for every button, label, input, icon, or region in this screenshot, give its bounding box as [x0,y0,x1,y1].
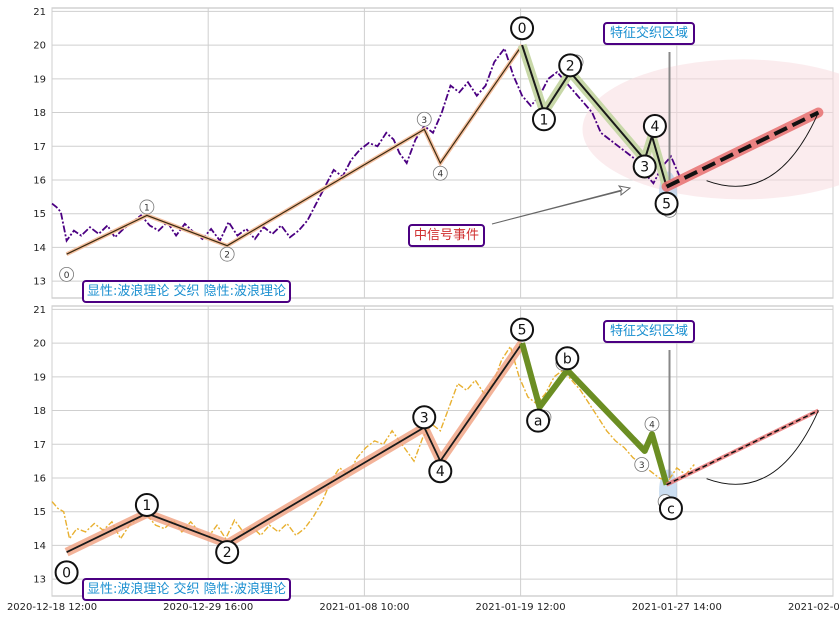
wave-label-small [416,111,432,127]
forecast-line [665,110,820,189]
wave-label-circle [555,346,580,371]
x-tick-label: 2021-01-08 10:00 [319,602,409,613]
wave-label-circle [531,107,556,132]
feature-zone-label-top: 特征交织区域 [603,22,696,45]
wave-label-circle-text: a [534,414,543,430]
y-tick-label: 17 [33,142,46,153]
wave-label-circle-text: 3 [640,159,649,175]
wave-label-circle [558,53,583,78]
y-tick-label: 18 [33,108,46,119]
x-tick-label: 2021-02-05 12:00 [788,602,839,613]
x-tick-label: 2021-01-27 14:00 [632,602,722,613]
y-tick-label: 14 [33,541,46,552]
wave-label-circle [134,492,159,517]
event-label: 中信号事件 [408,224,486,247]
wave-line [519,342,670,486]
wave-label-small-text: 4 [437,170,443,180]
feature-zone-label-bottom: 特征交织区域 [603,320,696,343]
y-tick-label: 13 [33,575,46,586]
event-arrow [491,185,632,225]
y-tick-label: 20 [33,41,46,52]
wave-label-small [432,165,448,181]
wave-label-circle [510,16,535,41]
y-tick-label: 16 [33,473,46,484]
wave-label-circle [215,540,240,565]
wave-label-small [139,199,155,215]
wave-label-circle [54,560,79,585]
wave-label-small-text: 0 [64,271,70,281]
wave-label-circle-text: 5 [518,323,527,339]
wave-label-small [219,246,235,262]
y-tick-label: 18 [33,406,46,417]
x-tick-label: 2020-12-29 16:00 [163,602,253,613]
price-line [51,344,695,541]
y-tick-label: 16 [33,175,46,186]
wave-line [66,342,523,554]
wave-label-small [59,266,74,282]
wave-label-circle [412,405,437,430]
wave-label-circle-text: 4 [436,464,445,480]
y-tick-label: 14 [33,243,46,254]
forecast-curve [706,410,819,485]
wave-label-circle-text: 4 [650,119,659,135]
forecast-curve [706,112,819,187]
wave-label-circle-text: 3 [420,410,429,426]
y-tick-label: 21 [33,305,46,316]
wave-label-circle-text: 0 [62,565,71,581]
y-tick-label: 19 [33,74,46,85]
wave-label-circle-text: 2 [566,58,575,74]
wave-label-small-text: 3 [639,461,645,471]
wave-label-circle [642,114,667,139]
wave-label-circle [632,154,657,179]
y-tick-label: 15 [33,209,46,220]
y-tick-label: 21 [33,7,46,18]
wave-label-circle-text: 2 [223,545,232,561]
wave-label-circle [658,496,683,521]
wave-label-small-text: 2 [224,251,230,261]
wave-label-circle [510,317,535,342]
x-tick-label: 2020-12-18 12:00 [7,602,97,613]
wave-line [521,44,668,187]
wave-label-circle-text: c [667,501,675,517]
wave-label-circle-text: 5 [662,197,671,213]
wave-label-small-text: 4 [649,421,655,431]
wave-label-circle-text: 1 [142,498,151,514]
y-tick-label: 20 [33,339,46,350]
x-tick-label: 2021-01-19 12:00 [476,602,566,613]
explicit-hidden-label-top: 显性:波浪理论 交织 隐性:波浪理论 [82,280,292,303]
explicit-hidden-label-bottom: 显性:波浪理论 交织 隐性:波浪理论 [82,578,292,601]
wave-label-circle [654,191,679,216]
wave-label-circle [428,459,453,484]
wave-label-circle [526,408,551,433]
y-tick-label: 17 [33,440,46,451]
y-tick-label: 15 [33,507,46,518]
wave-label-circle-text: 0 [518,21,527,37]
wave-label-circle-text: b [563,351,572,367]
wave-label-small-text: 3 [421,116,427,126]
y-tick-label: 13 [33,277,46,288]
wave-label-small [644,416,660,432]
y-tick-label: 19 [33,372,46,383]
wave-label-circle-text: 1 [539,112,548,128]
wave-label-small-text: 1 [144,203,150,213]
wave-line [66,44,523,255]
wave-label-small [634,457,650,472]
forecast-line [666,409,819,486]
